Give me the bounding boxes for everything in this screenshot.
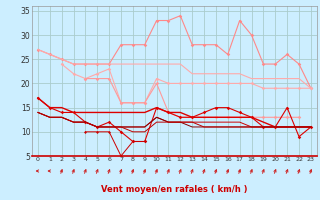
Text: Vent moyen/en rafales ( km/h ): Vent moyen/en rafales ( km/h ): [101, 186, 248, 194]
